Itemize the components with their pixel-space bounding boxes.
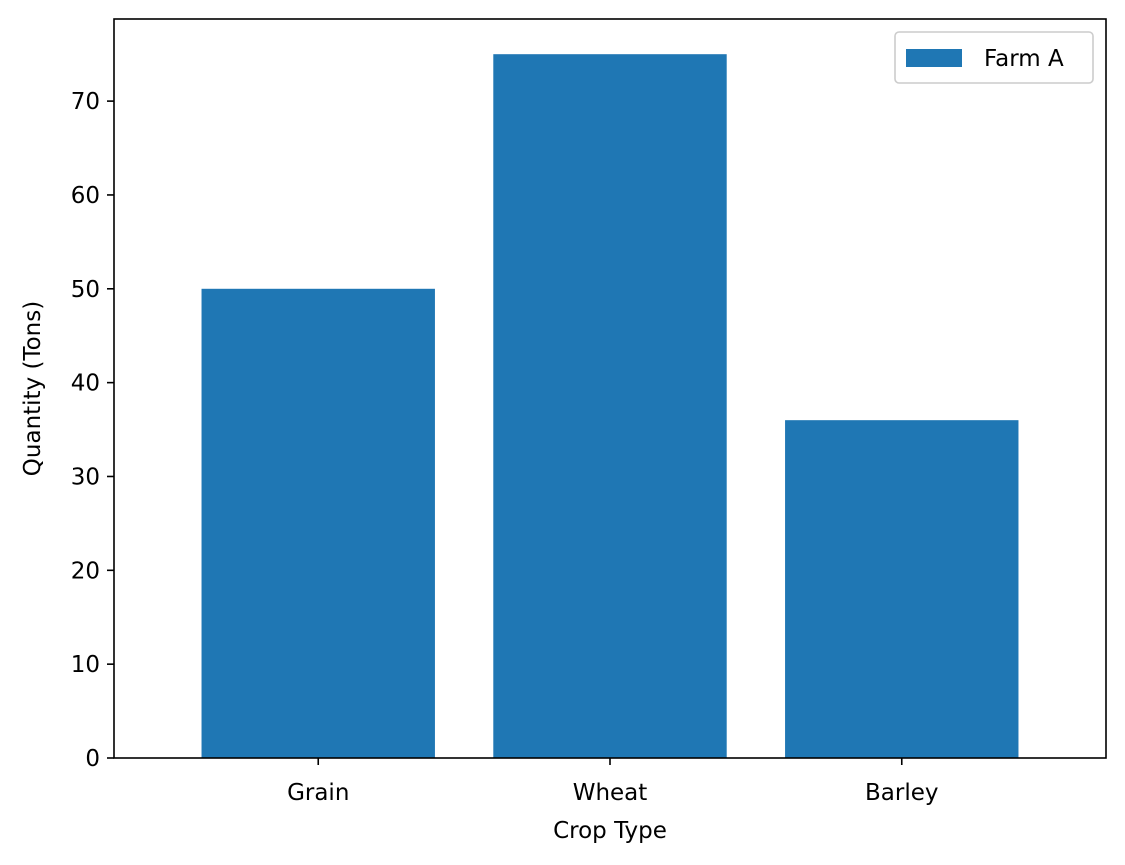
bar-grain bbox=[201, 288, 435, 758]
legend-swatch bbox=[906, 49, 962, 67]
y-axis-ticks: 0 10 20 30 40 50 60 70 bbox=[71, 89, 114, 772]
x-tick-label-barley: Barley bbox=[865, 780, 938, 806]
bar-wheat bbox=[493, 54, 727, 758]
y-tick-label: 20 bbox=[71, 558, 100, 584]
y-tick-label: 70 bbox=[71, 89, 100, 115]
x-axis-label: Crop Type bbox=[553, 818, 667, 844]
x-axis-ticks: Grain Wheat Barley bbox=[287, 758, 939, 806]
y-tick-label: 40 bbox=[71, 371, 100, 397]
y-tick-label: 10 bbox=[71, 652, 100, 678]
bars-group bbox=[201, 54, 1019, 758]
y-tick-label: 50 bbox=[71, 277, 100, 303]
y-tick-label: 30 bbox=[71, 464, 100, 490]
legend-box bbox=[894, 31, 1094, 84]
plot-frame bbox=[113, 18, 1107, 759]
y-axis-label: Quantity (Tons) bbox=[20, 301, 46, 476]
legend: Farm A bbox=[894, 31, 1094, 84]
y-tick-label: 0 bbox=[85, 746, 100, 772]
y-tick-label: 60 bbox=[71, 183, 100, 209]
legend-label-farm-a: Farm A bbox=[984, 46, 1064, 72]
x-tick-label-wheat: Wheat bbox=[573, 780, 648, 806]
bar-barley bbox=[785, 420, 1019, 758]
x-tick-label-grain: Grain bbox=[287, 780, 349, 806]
